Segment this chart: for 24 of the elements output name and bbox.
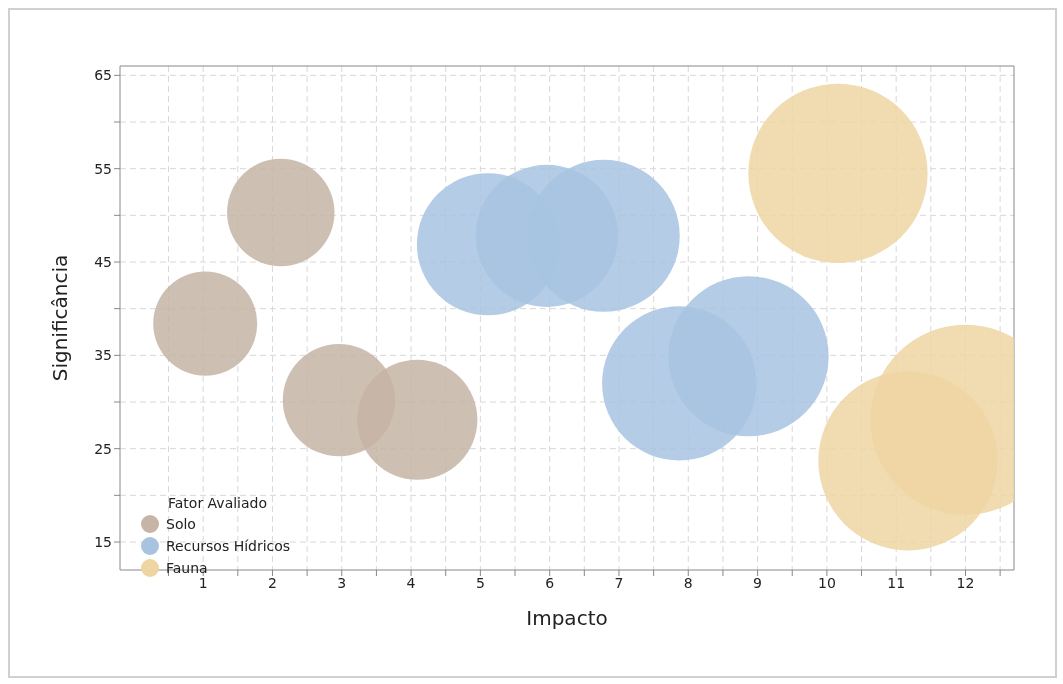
x-tick-label: 4	[406, 574, 416, 591]
x-tick-label: 6	[545, 574, 555, 591]
x-tick-label: 3	[337, 574, 347, 591]
x-tick-label: 12	[956, 574, 975, 591]
y-tick-label: 15	[94, 533, 112, 550]
x-tick-label: 5	[475, 574, 485, 591]
y-axis-title: Significância	[48, 254, 73, 382]
y-tick-label: 25	[94, 440, 112, 457]
y-tick-label: 35	[94, 347, 112, 364]
x-tick-label: 10	[817, 574, 836, 591]
legend-label: Recursos Hídricos	[166, 538, 291, 554]
x-tick-label: 8	[683, 574, 693, 591]
x-tick-label: 7	[614, 574, 624, 591]
y-tick-label: 45	[94, 253, 112, 270]
x-tick-label: 2	[268, 574, 277, 591]
y-tick-label: 55	[94, 160, 112, 177]
x-tick-label: 1	[198, 574, 208, 591]
x-tick-label: 9	[753, 574, 763, 591]
x-tick-label: 11	[887, 574, 906, 591]
legend-title: Fator Avaliado	[167, 495, 269, 511]
y-tick-label: 65	[94, 67, 112, 84]
legend-label: Fauna	[166, 560, 208, 576]
x-axis-title: Impacto	[526, 606, 608, 630]
legend-label: Solo	[166, 516, 196, 532]
